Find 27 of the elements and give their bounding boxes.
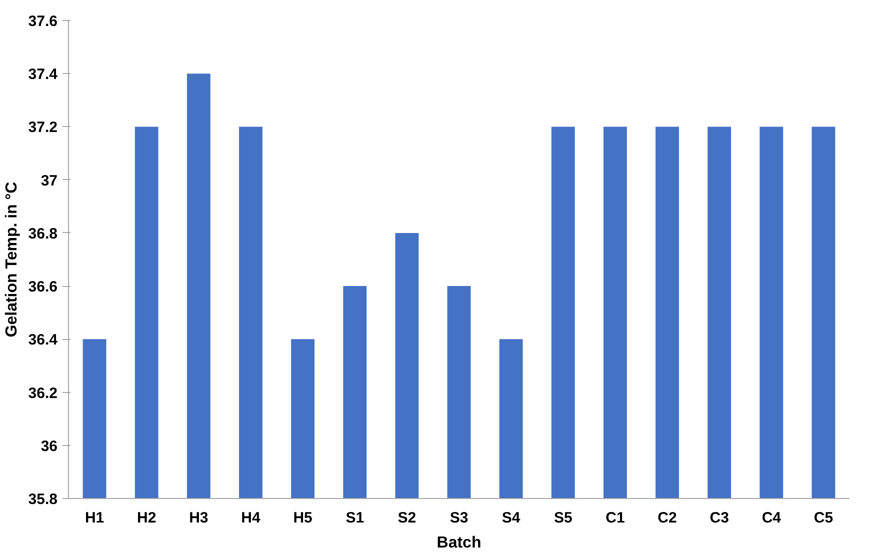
y-tick-label: 36.4 [28, 332, 58, 349]
y-tick-label: 36 [40, 438, 58, 455]
y-tick-label: 36.6 [28, 278, 58, 296]
x-tick-label: C5 [814, 510, 834, 526]
x-tick-label: H1 [84, 510, 104, 526]
x-tick-label: C1 [606, 510, 625, 526]
x-tick-label: S3 [450, 510, 468, 526]
x-tick-label: S4 [502, 510, 521, 526]
x-tick-label: S1 [346, 510, 364, 526]
x-tick-label: C2 [658, 510, 677, 526]
x-tick-label: S2 [398, 510, 416, 526]
y-axis-title: Gelation Temp. in °C [3, 181, 20, 338]
y-tick-label: 36.8 [28, 225, 58, 242]
x-tick-label: H5 [293, 510, 312, 526]
y-tick-label: 37.2 [28, 119, 58, 136]
y-tick-label: 36.2 [28, 384, 58, 402]
x-tick-label: C4 [762, 510, 782, 526]
y-tick-label: 35.8 [28, 491, 58, 508]
x-axis-title: Batch [436, 534, 482, 552]
y-tick-label: 37 [40, 172, 58, 190]
y-tick-label: 37.4 [28, 66, 58, 84]
x-tick-label: H2 [137, 510, 156, 526]
x-tick-label: H4 [241, 510, 261, 526]
y-tick-label: 37.6 [28, 13, 58, 30]
x-tick-label: S5 [554, 510, 572, 526]
x-tick-label: C3 [710, 510, 729, 526]
x-tick-label: H3 [189, 510, 208, 526]
